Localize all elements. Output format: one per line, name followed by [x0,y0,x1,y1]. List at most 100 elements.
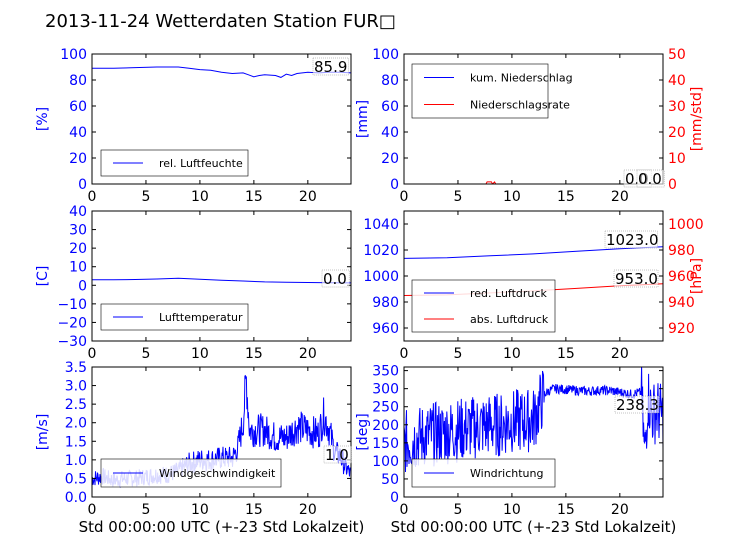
y-tick-label: 10 [69,260,87,276]
legend-box [411,63,549,119]
y-tick-label: 0.0 [65,490,87,506]
y-tick-label: 1.5 [65,434,87,450]
value-annotation: 1.0 [325,446,349,464]
y-tick-label: 350 [372,364,399,380]
y-tick-label: 100 [372,47,399,63]
y-tick-label: 1.0 [65,453,87,469]
y-tick-label: 150 [372,436,399,452]
y-tick-label: 60 [69,99,87,115]
x-tick-label: 15 [245,189,263,205]
series-line-1 [404,246,663,259]
y-tick-label: 0 [78,278,87,294]
x-tick-label: 15 [245,346,263,362]
y-tick-label: 40 [381,125,399,141]
y-tick-label: 100 [372,454,399,470]
legend-label: red. Luftdruck [470,287,547,300]
x-tick-label: 5 [141,346,150,362]
y-tick-label: 1040 [363,217,399,233]
y-tick-label: 1000 [363,269,399,285]
x-tick-label: 0 [88,189,97,205]
y-tick-label: 100 [60,47,87,63]
x-tick-label: 20 [299,502,317,518]
y-tick-label: 0.5 [65,471,87,487]
x-tick-label: 10 [503,189,521,205]
y-tick-label: 30 [69,223,87,239]
value-annotation-box [321,269,350,288]
value-annotation-box [613,269,659,288]
y2-tick-label: 940 [668,295,695,311]
y-tick-label: 960 [372,321,399,337]
y2-tick-label: 30 [668,99,686,115]
y-axis-label: [%] [35,107,51,131]
x-tick-label: 5 [453,346,462,362]
legend-label: Windrichtung [470,467,543,480]
x-tick-label: 10 [503,346,521,362]
x-tick-label: 0 [400,502,409,518]
value-annotation-box [614,395,660,414]
y-tick-label: 0 [390,177,399,193]
chart-title: 2013-11-24 Wetterdaten Station FUR□ [45,11,396,32]
value-annotation: 85.9 [314,58,347,76]
subplot-2: 0 5 10 15 20 0 20 40 60 80 100 0 10 20 30 40 50 [mm] [mm/s… [355,47,705,205]
y2-tick-label: 980 [668,243,695,259]
x-axis-label: Std 00:00:00 UTC (+-23 Std Lokalzeit) [391,518,677,536]
value-annotation-box [636,169,665,188]
x-tick-label: 20 [611,189,629,205]
x-tick-label: 10 [191,346,209,362]
y-tick-label: 60 [381,99,399,115]
y-tick-label: 20 [69,151,87,167]
y-tick-label: −20 [57,315,87,331]
legend-label: kum. Niederschlag [470,72,573,85]
y2-tick-label: 920 [668,321,695,337]
x-tick-label: 5 [453,502,462,518]
y2-tick-label: 40 [668,73,686,89]
x-tick-label: 5 [141,502,150,518]
legend-label: Windgeschwindigkeit [159,467,276,480]
y-tick-label: 250 [372,400,399,416]
axes-frame [91,210,352,342]
x-tick-label: 20 [611,346,629,362]
x-tick-label: 0 [88,502,97,518]
legend-label: Niederschlagsrate [470,99,570,112]
value-annotation: 0.0 [638,170,662,188]
series-line-1 [92,66,351,78]
y-tick-label: 20 [381,151,399,167]
value-annotation-box [604,230,658,249]
x-tick-label: 15 [557,189,575,205]
y-tick-label: 3.0 [65,379,87,395]
subplot-1: 0 5 10 15 20 0 20 40 60 80 100 [%] rel. Luftfeuchte 8… [35,47,352,205]
y-tick-label: 80 [381,73,399,89]
value-annotation: 953.0 [615,270,658,288]
series-line-1 [92,277,351,284]
x-tick-label: 20 [299,189,317,205]
x-tick-label: 15 [557,502,575,518]
y-tick-label: 80 [69,73,87,89]
x-tick-label: 10 [191,502,209,518]
x-tick-label: 0 [400,346,409,362]
series-line-1 [404,367,663,473]
value-annotation-box [323,445,352,464]
subplot-3: 0 5 10 15 20 −30 −20 −10 0 10 20 30 40 [C] Lufttempera… [35,204,352,362]
x-tick-label: 0 [400,189,409,205]
subplot-5: 0 5 10 15 20 0.0 0.5 1.0 1.5 2.0 2.5 3.0 3.5 [m/s] Std… [35,360,364,536]
axes-frame [91,53,352,185]
y-tick-label: 200 [372,418,399,434]
axes-frame [403,53,664,185]
y-tick-label: 2.0 [65,416,87,432]
x-tick-label: 20 [299,346,317,362]
legend-box [411,279,556,333]
x-tick-label: 5 [453,189,462,205]
y-axis-label: [m/s] [35,414,51,451]
value-annotation-box [312,57,349,76]
value-annotation: 0.0 [323,270,347,288]
y-tick-label: −10 [57,297,87,313]
axes-frame [91,366,352,498]
y-tick-label: 3.5 [65,360,87,376]
x-tick-label: 5 [141,189,150,205]
x-axis-label: Std 00:00:00 UTC (+-23 Std Lokalzeit) [79,518,365,536]
y-axis-label: [C] [35,266,51,287]
y-tick-label: 0 [390,490,399,506]
